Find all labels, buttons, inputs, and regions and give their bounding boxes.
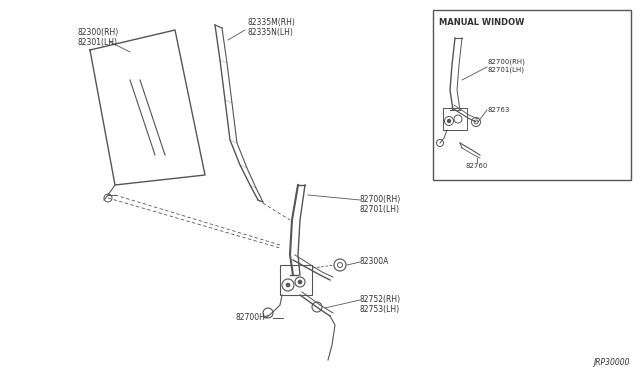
Text: 82752(RH): 82752(RH) <box>360 295 401 304</box>
Text: 82753(LH): 82753(LH) <box>360 305 400 314</box>
Bar <box>280 265 312 295</box>
Bar <box>433 10 631 180</box>
Text: MANUAL WINDOW: MANUAL WINDOW <box>439 18 524 27</box>
Text: JRP30000: JRP30000 <box>593 358 630 367</box>
Bar <box>443 108 467 130</box>
Text: 82763: 82763 <box>487 107 509 113</box>
Text: 82300(RH): 82300(RH) <box>78 28 119 37</box>
Text: 82335M(RH): 82335M(RH) <box>248 18 296 27</box>
Text: 82701(LH): 82701(LH) <box>360 205 400 214</box>
Text: 82301(LH): 82301(LH) <box>78 38 118 47</box>
Circle shape <box>447 119 451 122</box>
Text: 82300A: 82300A <box>360 257 389 266</box>
Text: 82700(RH): 82700(RH) <box>487 59 525 65</box>
Text: 82760: 82760 <box>466 163 488 169</box>
Text: 82700H: 82700H <box>235 314 265 323</box>
Circle shape <box>298 280 302 284</box>
Circle shape <box>286 283 290 287</box>
Text: 82335N(LH): 82335N(LH) <box>248 28 294 37</box>
Text: 82701(LH): 82701(LH) <box>487 67 524 73</box>
Text: 82700(RH): 82700(RH) <box>360 195 401 204</box>
